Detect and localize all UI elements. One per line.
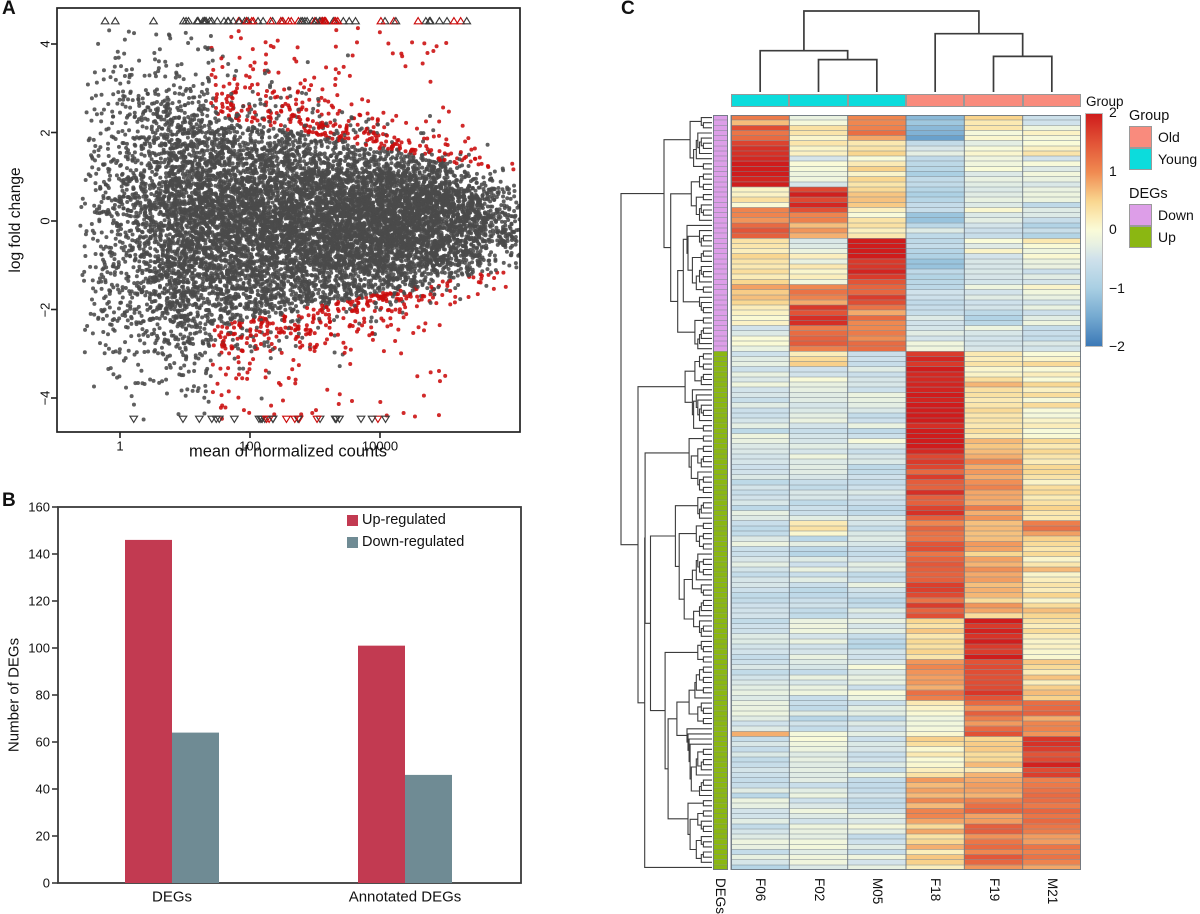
panel-a-label: A bbox=[2, 0, 16, 19]
bar-category-label: DEGs bbox=[151, 888, 193, 906]
ma-y-tick-label: 2 bbox=[37, 128, 53, 137]
bar-category-label: Annotated DEGs bbox=[348, 888, 462, 906]
colorbar-tick-label: 2 bbox=[1109, 104, 1117, 120]
group-annotation-cell bbox=[731, 94, 790, 107]
bar-y-tick-label: 100 bbox=[28, 640, 50, 656]
panel-b-label: B bbox=[2, 490, 16, 511]
ma-plot-canvas bbox=[57, 8, 520, 432]
panel-c-label: C bbox=[621, 0, 635, 19]
bar-legend-swatch bbox=[347, 537, 358, 548]
group-annotation-cell bbox=[847, 94, 906, 107]
heatmap-column-label: F02 bbox=[811, 878, 827, 902]
ma-y-tick-label: 4 bbox=[37, 40, 53, 48]
colorbar-tick-label: 0 bbox=[1109, 221, 1117, 237]
down-legend-label: Down bbox=[1158, 207, 1194, 223]
ma-y-tick-label: −2 bbox=[37, 302, 53, 317]
bar-chart-svg bbox=[52, 506, 522, 884]
heatmap-column-label: F18 bbox=[928, 878, 944, 902]
deg-row-annotation-label: DEGs bbox=[713, 878, 728, 914]
colorbar-tick-label: −2 bbox=[1109, 338, 1125, 354]
young-legend-swatch bbox=[1129, 148, 1152, 170]
group-legend-title: Group bbox=[1129, 108, 1170, 124]
ma-x-tick-label: 10000 bbox=[361, 438, 399, 454]
old-legend-swatch bbox=[1129, 126, 1152, 148]
group-annotation-cell bbox=[1022, 94, 1081, 107]
heatmap-canvas bbox=[713, 115, 1081, 870]
group-annotation-cell bbox=[789, 94, 848, 107]
group-strip-label: Group bbox=[1086, 94, 1124, 109]
bar-y-tick-label: 160 bbox=[28, 499, 50, 515]
old-legend-label: Old bbox=[1158, 129, 1180, 145]
degs-legend-title: DEGs bbox=[1129, 186, 1168, 202]
bar-y-tick-label: 20 bbox=[35, 828, 50, 844]
young-legend-label: Young bbox=[1158, 151, 1198, 167]
ma-x-tick-label: 100 bbox=[239, 438, 261, 454]
up-legend-label: Up bbox=[1158, 229, 1176, 245]
bar-y-tick-label: 120 bbox=[28, 593, 50, 609]
bar-yaxis-title: Number of DEGs bbox=[5, 637, 23, 753]
bar-legend-label: Down-regulated bbox=[362, 534, 465, 550]
bar-y-tick-label: 0 bbox=[42, 875, 50, 891]
row-dendrogram bbox=[620, 117, 712, 868]
colorbar-tick-label: −1 bbox=[1109, 279, 1125, 296]
bar-legend-label: Up-regulated bbox=[362, 512, 446, 528]
heatmap-column-label: M21 bbox=[1044, 878, 1060, 905]
group-annotation-cell bbox=[964, 94, 1023, 107]
ma-y-tick-label: 0 bbox=[37, 217, 53, 225]
colorbar-tick-label: 1 bbox=[1109, 162, 1117, 179]
bar-y-tick-label: 40 bbox=[35, 781, 50, 797]
group-annotation-cell bbox=[906, 94, 965, 107]
down-legend-swatch bbox=[1129, 204, 1152, 226]
ma-x-tick-label: 1 bbox=[116, 438, 124, 454]
ma-yaxis-title: log fold change bbox=[7, 167, 24, 273]
up-legend-swatch bbox=[1129, 226, 1152, 248]
column-dendrogram bbox=[759, 10, 1053, 92]
heatmap-column-label: M05 bbox=[869, 878, 885, 905]
ma-y-tick-label: −4 bbox=[37, 390, 53, 406]
ma-xaxis-title: mean of normalized counts bbox=[188, 442, 388, 461]
bar-y-tick-label: 60 bbox=[35, 734, 50, 750]
bar-legend-swatch bbox=[347, 515, 358, 526]
heatmap-column-label: F06 bbox=[753, 878, 769, 902]
colorbar bbox=[1085, 113, 1103, 347]
heatmap-column-label: F19 bbox=[986, 878, 1002, 902]
bar-y-tick-label: 80 bbox=[35, 687, 50, 703]
bar-y-tick-label: 140 bbox=[28, 546, 50, 562]
